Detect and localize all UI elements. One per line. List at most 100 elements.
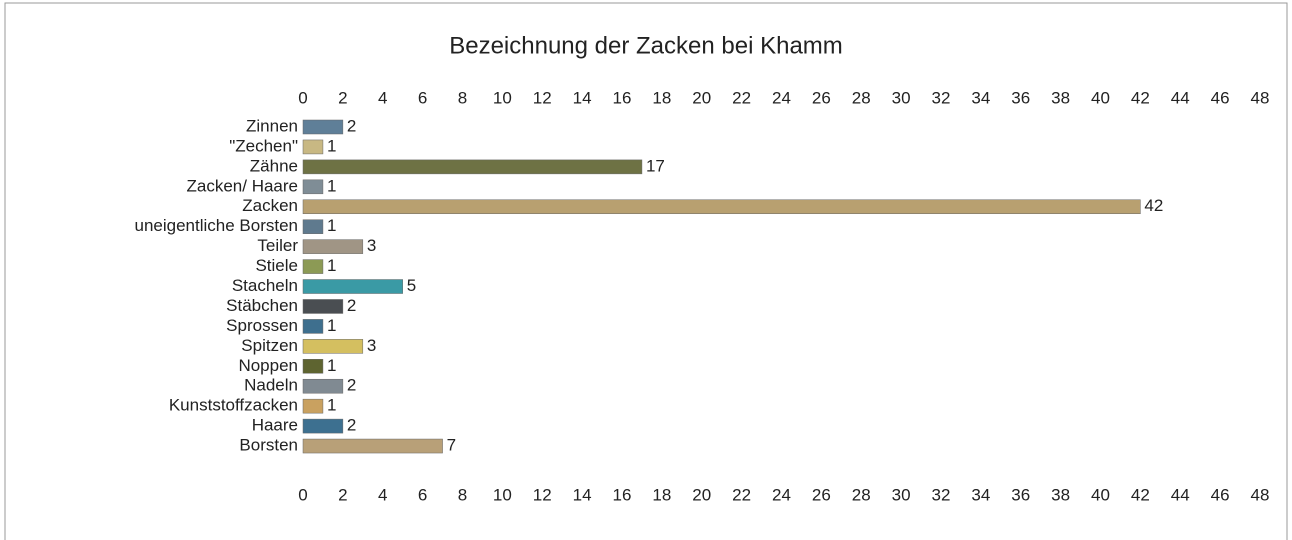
x-tick-label-bottom: 14: [573, 485, 592, 504]
bar: [302, 339, 364, 354]
value-label: 1: [327, 316, 336, 335]
x-tick-label-bottom: 40: [1091, 485, 1110, 504]
x-tick-label-top: 12: [533, 88, 552, 107]
x-tick-label-bottom: 26: [812, 485, 831, 504]
bar: [302, 438, 443, 454]
x-tick-label-bottom: 38: [1051, 485, 1070, 504]
x-tick-label-bottom: 46: [1211, 485, 1230, 504]
value-label: 2: [347, 416, 356, 435]
y-tick-label: Kunststoffzacken: [169, 396, 298, 415]
bar: [302, 259, 324, 274]
x-tick-label-bottom: 30: [892, 485, 911, 504]
x-tick-label-bottom: 44: [1171, 485, 1190, 504]
x-tick-label-bottom: 34: [971, 485, 990, 504]
x-tick-label-top: 24: [772, 88, 791, 107]
x-tick-label-top: 0: [298, 88, 307, 107]
x-tick-label-bottom: 24: [772, 485, 791, 504]
y-tick-label: Stacheln: [232, 276, 298, 295]
x-tick-label-top: 36: [1011, 88, 1030, 107]
x-tick-label-bottom: 12: [533, 485, 552, 504]
y-tick-label: Spitzen: [241, 336, 298, 355]
x-tick-label-top: 20: [692, 88, 711, 107]
value-label: 1: [327, 256, 336, 275]
bar: [302, 279, 403, 294]
value-label: 42: [1144, 196, 1163, 215]
x-tick-label-top: 10: [493, 88, 512, 107]
x-tick-label-top: 48: [1251, 88, 1270, 107]
value-label: 5: [407, 276, 416, 295]
bar: [302, 199, 1141, 215]
y-tick-label: uneigentliche Borsten: [134, 216, 298, 235]
bar: [302, 319, 324, 334]
y-tick-label: Zähne: [250, 156, 298, 175]
value-label: 2: [347, 376, 356, 395]
y-tick-label: "Zechen": [229, 136, 298, 155]
x-tick-label-top: 8: [458, 88, 467, 107]
value-label: 3: [367, 236, 376, 255]
bar: [302, 398, 324, 414]
x-tick-label-top: 44: [1171, 88, 1190, 107]
x-tick-label-bottom: 42: [1131, 485, 1150, 504]
y-tick-label: Stiele: [255, 256, 298, 275]
bar: [302, 119, 344, 135]
bar: [302, 418, 344, 434]
bar: [302, 299, 344, 314]
value-label: 2: [347, 116, 356, 135]
x-tick-label-top: 28: [852, 88, 871, 107]
x-tick-label-bottom: 4: [378, 485, 387, 504]
value-label: 7: [447, 436, 456, 455]
bar: [302, 179, 324, 195]
y-tick-label: Zacken/ Haare: [187, 176, 299, 195]
bar: [302, 219, 324, 234]
x-tick-label-bottom: 10: [493, 485, 512, 504]
value-label: 1: [327, 216, 336, 235]
y-tick-label: Teiler: [257, 236, 298, 255]
x-tick-label-top: 22: [732, 88, 751, 107]
x-tick-label-top: 42: [1131, 88, 1150, 107]
frame: [4, 2, 1288, 540]
x-tick-label-top: 26: [812, 88, 831, 107]
y-tick-label: Zacken: [242, 196, 298, 215]
x-tick-label-top: 32: [932, 88, 951, 107]
x-tick-label-bottom: 18: [652, 485, 671, 504]
x-tick-label-bottom: 48: [1251, 485, 1270, 504]
x-tick-label-top: 30: [892, 88, 911, 107]
x-tick-label-top: 6: [418, 88, 427, 107]
bar: [302, 139, 324, 155]
y-tick-label: Borsten: [239, 436, 298, 455]
y-tick-label: Zinnen: [246, 116, 298, 135]
y-tick-label: Nadeln: [244, 376, 298, 395]
x-tick-label-top: 2: [338, 88, 347, 107]
x-tick-label-bottom: 8: [458, 485, 467, 504]
bar: [302, 239, 364, 254]
value-label: 1: [327, 136, 336, 155]
x-tick-label-top: 4: [378, 88, 387, 107]
value-label: 17: [646, 156, 665, 175]
x-tick-label-top: 40: [1091, 88, 1110, 107]
x-tick-label-top: 46: [1211, 88, 1230, 107]
x-tick-label-bottom: 32: [932, 485, 951, 504]
bar: [302, 159, 643, 175]
chart-title: Bezeichnung der Zacken bei Khamm: [449, 32, 843, 59]
value-label: 3: [367, 336, 376, 355]
x-tick-label-top: 34: [971, 88, 990, 107]
x-tick-label-bottom: 16: [613, 485, 632, 504]
value-label: 1: [327, 356, 336, 375]
x-tick-label-bottom: 22: [732, 485, 751, 504]
x-tick-label-bottom: 28: [852, 485, 871, 504]
y-tick-label: Haare: [252, 416, 298, 435]
y-tick-label: Sprossen: [226, 316, 298, 335]
x-tick-label-top: 38: [1051, 88, 1070, 107]
x-tick-label-bottom: 6: [418, 485, 427, 504]
x-tick-label-bottom: 36: [1011, 485, 1030, 504]
value-label: 2: [347, 296, 356, 315]
value-label: 1: [327, 396, 336, 415]
x-tick-label-bottom: 2: [338, 485, 347, 504]
x-tick-label-bottom: 0: [298, 485, 307, 504]
y-tick-label: Noppen: [238, 356, 298, 375]
value-label: 1: [327, 176, 336, 195]
x-tick-label-bottom: 20: [692, 485, 711, 504]
y-tick-label: Stäbchen: [226, 296, 298, 315]
bar: [302, 359, 324, 374]
